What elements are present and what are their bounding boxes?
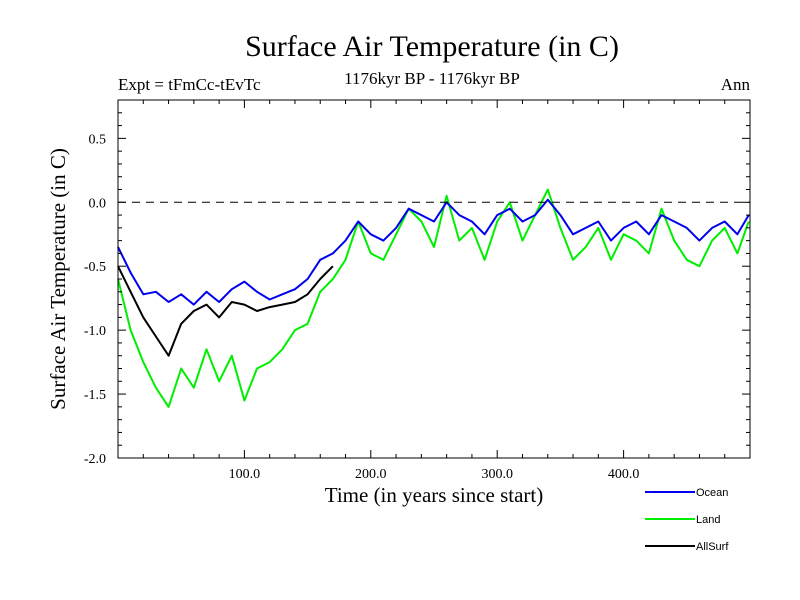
y-tick-label: -2.0 [84,452,106,467]
x-tick-label: 200.0 [355,467,387,482]
y-tick-label: -1.5 [84,388,106,403]
legend-label-allsurf: AllSurf [696,541,729,553]
legend: Ocean Land AllSurf [645,487,729,553]
x-tick-label: 100.0 [229,467,261,482]
series-lines [117,188,750,408]
series-line-land [117,188,750,408]
axis-ticks [118,99,750,459]
legend-label-ocean: Ocean [696,487,728,499]
series-line-ocean [117,198,750,306]
y-tick-label: 0.5 [89,132,107,147]
y-tick-labels: 0.5 0.0 -0.5 -1.0 -1.5 -2.0 [84,132,106,467]
season-label: Ann [721,75,751,94]
series-line-allsurf [117,265,334,357]
x-axis-label: Time (in years since start) [325,483,544,507]
y-tick-label: -0.5 [84,260,106,275]
legend-label-land: Land [696,514,720,526]
x-tick-label: 300.0 [481,467,513,482]
y-axis-label: Surface Air Temperature (in C) [46,148,70,410]
x-tick-labels: 100.0 200.0 300.0 400.0 [229,467,640,482]
chart-title: Surface Air Temperature (in C) [245,30,619,63]
x-tick-label: 400.0 [608,467,640,482]
y-tick-label: 0.0 [89,196,107,211]
experiment-label: Expt = tFmCc-tEvTc [118,75,261,94]
period-label: 1176kyr BP - 1176kyr BP [344,69,520,88]
y-tick-label: -1.0 [84,324,106,339]
